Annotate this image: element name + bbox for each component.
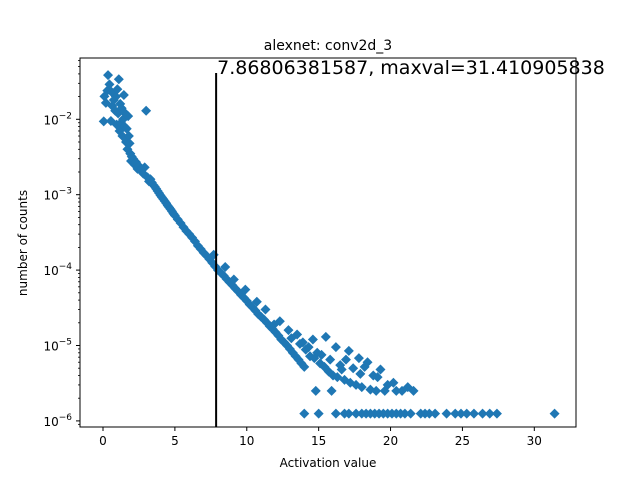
chart-title: alexnet: conv2d_3 (264, 38, 392, 54)
data-point (424, 408, 435, 419)
data-point (351, 408, 362, 419)
data-point (330, 342, 341, 353)
y-tick-label: 10−4 (43, 262, 72, 278)
data-point (484, 408, 495, 419)
data-point (110, 91, 121, 102)
data-point (269, 319, 280, 330)
data-point (123, 111, 134, 122)
data-point (388, 377, 399, 388)
data-point (340, 354, 351, 365)
data-point (430, 408, 441, 419)
data-point (371, 385, 382, 396)
y-tick-label: 10−6 (43, 413, 72, 429)
data-point (123, 131, 134, 142)
x-tick-label: 5 (171, 434, 179, 448)
data-point (356, 382, 367, 393)
data-point (283, 325, 294, 336)
data-point (299, 408, 310, 419)
data-point (336, 364, 347, 375)
data-point (477, 408, 488, 419)
data-points (98, 70, 560, 419)
data-point (228, 274, 239, 285)
data-point (260, 304, 271, 315)
x-tick-label: 30 (527, 434, 542, 448)
data-point (98, 116, 109, 127)
data-point (391, 385, 402, 396)
x-tick-label: 25 (455, 434, 470, 448)
data-point (348, 363, 359, 374)
data-point (113, 74, 124, 85)
data-point (441, 408, 452, 419)
data-point (299, 361, 310, 372)
data-point (286, 333, 297, 344)
data-point (379, 385, 390, 396)
data-point (353, 353, 364, 364)
data-point (103, 70, 114, 81)
data-point (461, 408, 472, 419)
x-tick-label: 10 (239, 434, 254, 448)
x-axis-label: Activation value (280, 456, 377, 470)
data-point (549, 408, 560, 419)
data-point (240, 284, 251, 295)
data-point (307, 334, 318, 345)
data-point (121, 123, 132, 134)
data-point (112, 84, 123, 95)
data-point (450, 408, 461, 419)
data-point (375, 364, 386, 375)
plot-frame (79, 57, 577, 428)
data-point (300, 344, 311, 355)
data-point (220, 261, 231, 272)
data-point (326, 385, 337, 396)
data-point (408, 385, 419, 396)
data-point (455, 408, 466, 419)
data-point (343, 408, 354, 419)
data-point (468, 408, 479, 419)
data-point (362, 357, 373, 368)
data-point (355, 368, 366, 379)
data-point (405, 408, 416, 419)
data-point (316, 349, 327, 360)
y-tick-label: 10−5 (43, 337, 72, 353)
data-point (294, 338, 305, 349)
x-tick-label: 0 (99, 434, 107, 448)
threshold-annotation: 7.86806381587, maxval=31.410905838 (217, 57, 605, 79)
data-point (139, 162, 150, 173)
data-point (313, 408, 324, 419)
x-tick-label: 15 (311, 434, 326, 448)
x-axis-ticks: 0 5 10 15 20 25 30 (99, 427, 542, 448)
data-point (310, 385, 321, 396)
y-axis-label: number of counts (16, 190, 30, 296)
data-point (368, 370, 379, 381)
y-axis-ticks: 10−6 10−5 10−4 10−3 10−2 (43, 60, 80, 429)
data-point (330, 408, 341, 419)
data-point (104, 79, 115, 90)
data-point (343, 345, 354, 356)
x-tick-label: 20 (383, 434, 398, 448)
y-tick-label: 10−2 (43, 111, 72, 127)
data-point (251, 296, 262, 307)
data-point (141, 105, 152, 116)
data-point (399, 408, 410, 419)
data-point (124, 138, 135, 149)
y-tick-label: 10−3 (43, 187, 72, 203)
data-point (309, 353, 320, 364)
data-point (325, 354, 336, 365)
data-point (320, 331, 331, 342)
data-point (118, 89, 129, 100)
data-point (491, 408, 502, 419)
